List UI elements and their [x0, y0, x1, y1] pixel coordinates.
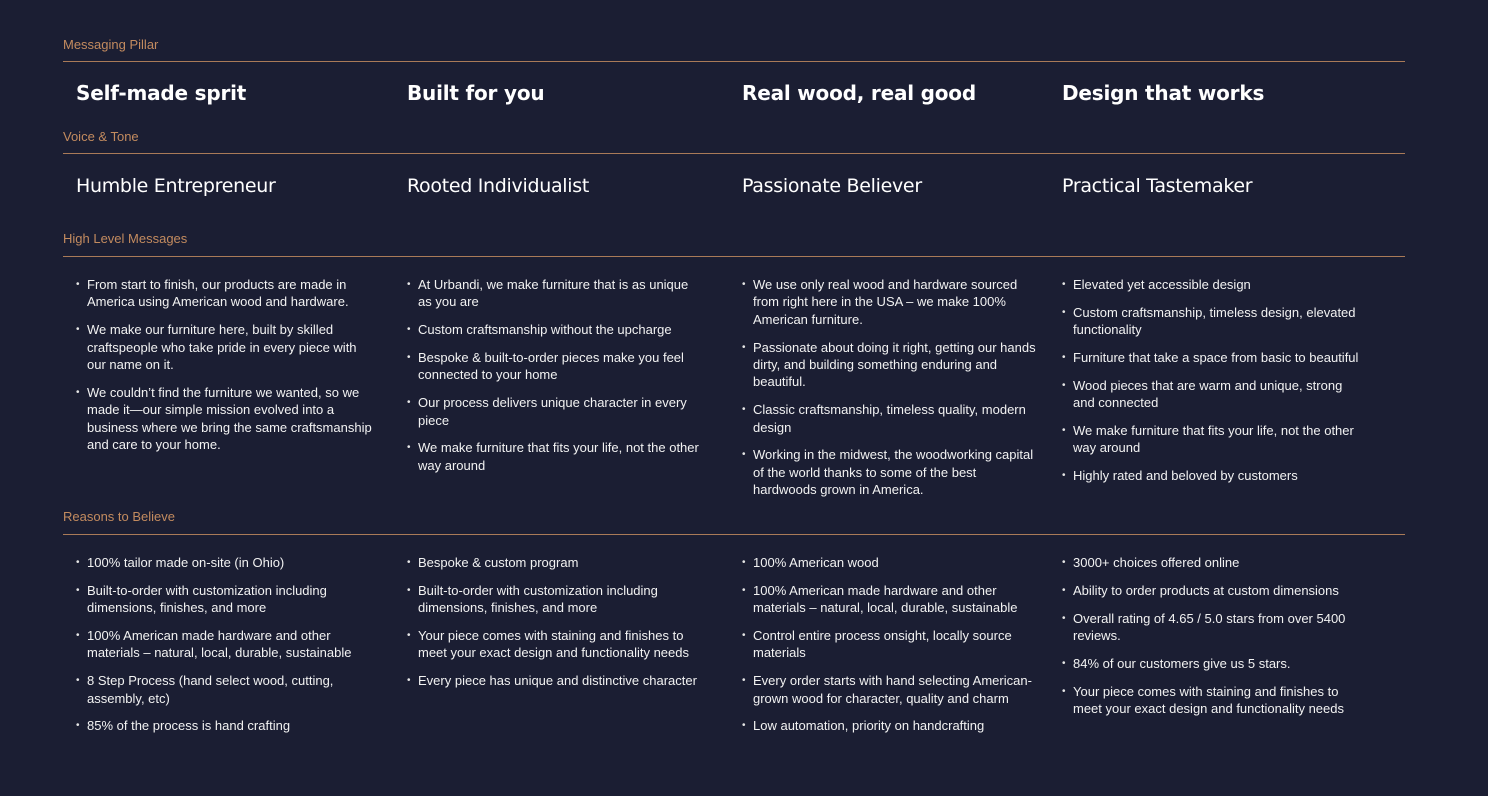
tone-heading: Practical Tastemaker	[1062, 175, 1253, 197]
list-item: Bespoke & custom program	[407, 554, 703, 572]
list-item: 3000+ choices offered online	[1062, 554, 1362, 572]
pillar-heading: Design that works	[1062, 81, 1265, 105]
list-item: Passionate about doing it right, getting…	[742, 339, 1038, 391]
reasons-row: 100% tailor made on-site (in Ohio) Built…	[63, 554, 1405, 774]
section-label-reasons-to-believe: Reasons to Believe	[63, 509, 176, 524]
list-item: Our process delivers unique character in…	[407, 394, 703, 429]
pillar-heading: Real wood, real good	[742, 81, 976, 105]
list-item: 84% of our customers give us 5 stars.	[1062, 655, 1362, 673]
list-item: Classic craftsmanship, timeless quality,…	[742, 401, 1038, 436]
list-item: Custom craftsmanship, timeless design, e…	[1062, 304, 1362, 339]
reasons-column: Bespoke & custom program Built-to-order …	[407, 554, 707, 700]
tone-heading: Humble Entrepreneur	[76, 175, 276, 197]
divider	[63, 153, 1405, 154]
list-item: Wood pieces that are warm and unique, st…	[1062, 377, 1362, 412]
list-item: We make furniture that fits your life, n…	[1062, 422, 1362, 457]
list-item: 100% American made hardware and other ma…	[742, 582, 1038, 617]
messages-column: We use only real wood and hardware sourc…	[742, 276, 1042, 509]
list-item: Working in the midwest, the woodworking …	[742, 446, 1038, 498]
list-item: We couldn’t find the furniture we wanted…	[76, 384, 372, 454]
pillar-row: Self-made sprit Built for you Real wood,…	[63, 80, 1405, 110]
messaging-framework: Messaging Pillar Self-made sprit Built f…	[63, 0, 1405, 796]
list-item: From start to finish, our products are m…	[76, 276, 372, 311]
list-item: 8 Step Process (hand select wood, cuttin…	[76, 672, 372, 707]
list-item: Every order starts with hand selecting A…	[742, 672, 1038, 707]
messages-column: From start to finish, our products are m…	[76, 276, 376, 464]
list-item: 100% American wood	[742, 554, 1038, 572]
list-item: Overall rating of 4.65 / 5.0 stars from …	[1062, 610, 1362, 645]
reasons-column: 100% tailor made on-site (in Ohio) Built…	[76, 554, 376, 745]
list-item: 85% of the process is hand crafting	[76, 717, 372, 735]
list-item: Highly rated and beloved by customers	[1062, 467, 1362, 485]
list-item: Control entire process onsight, locally …	[742, 627, 1038, 662]
messages-column: Elevated yet accessible design Custom cr…	[1062, 276, 1362, 495]
pillar-heading: Self-made sprit	[76, 81, 247, 105]
messages-row: From start to finish, our products are m…	[63, 276, 1405, 506]
tone-heading: Rooted Individualist	[407, 175, 589, 197]
messages-column: At Urbandi, we make furniture that is as…	[407, 276, 707, 485]
list-item: Your piece comes with staining and finis…	[1062, 683, 1362, 718]
divider	[63, 256, 1405, 257]
list-item: Furniture that take a space from basic t…	[1062, 349, 1362, 367]
list-item: 100% tailor made on-site (in Ohio)	[76, 554, 372, 572]
list-item: 100% American made hardware and other ma…	[76, 627, 372, 662]
section-label-messaging-pillar: Messaging Pillar	[63, 37, 159, 52]
list-item: We use only real wood and hardware sourc…	[742, 276, 1038, 328]
section-label-voice-tone: Voice & Tone	[63, 129, 139, 144]
list-item: Ability to order products at custom dime…	[1062, 582, 1362, 600]
section-label-high-level-messages: High Level Messages	[63, 231, 188, 246]
divider	[63, 534, 1405, 535]
pillar-heading: Built for you	[407, 81, 545, 105]
reasons-column: 100% American wood 100% American made ha…	[742, 554, 1042, 745]
list-item: Custom craftsmanship without the upcharg…	[407, 321, 703, 339]
list-item: We make our furniture here, built by ski…	[76, 321, 372, 373]
divider	[63, 61, 1405, 62]
list-item: Every piece has unique and distinctive c…	[407, 672, 703, 690]
list-item: Your piece comes with staining and finis…	[407, 627, 703, 662]
list-item: We make furniture that fits your life, n…	[407, 439, 703, 474]
tone-row: Humble Entrepreneur Rooted Individualist…	[63, 173, 1405, 203]
tone-heading: Passionate Believer	[742, 175, 922, 197]
reasons-column: 3000+ choices offered online Ability to …	[1062, 554, 1362, 728]
list-item: Elevated yet accessible design	[1062, 276, 1362, 294]
list-item: Bespoke & built-to-order pieces make you…	[407, 349, 703, 384]
list-item: At Urbandi, we make furniture that is as…	[407, 276, 703, 311]
list-item: Built-to-order with customization includ…	[76, 582, 372, 617]
list-item: Low automation, priority on handcrafting	[742, 717, 1038, 735]
list-item: Built-to-order with customization includ…	[407, 582, 703, 617]
